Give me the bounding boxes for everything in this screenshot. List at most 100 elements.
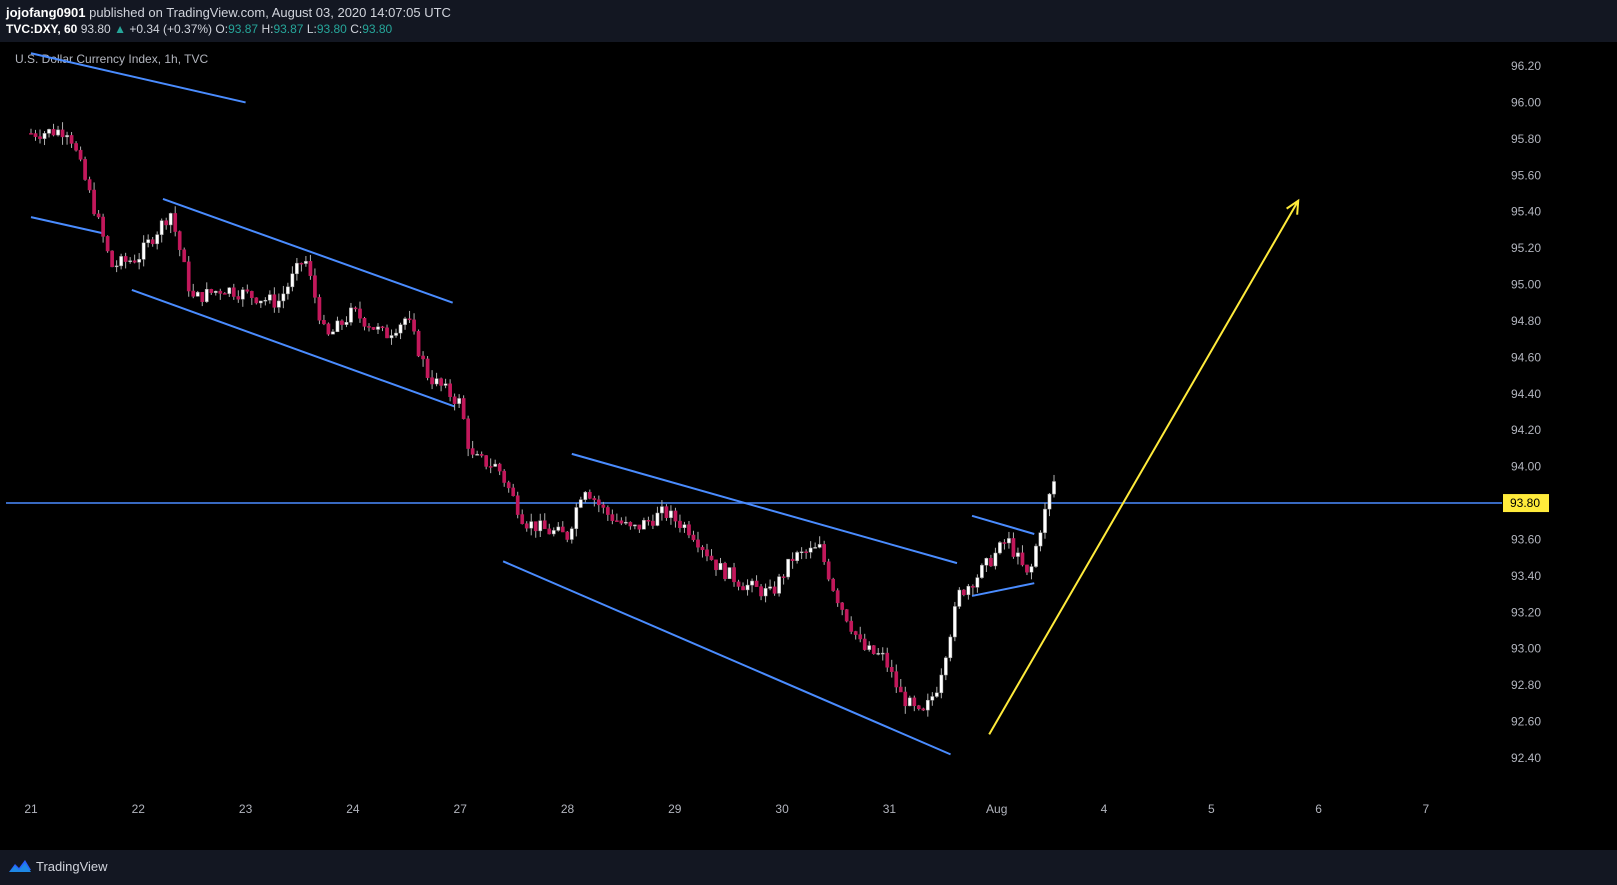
price-change: +0.34 (+0.37%) [129,22,213,36]
candle-body [858,634,863,640]
candle-body [1025,564,1029,573]
candle [759,583,763,601]
candle-body [520,514,525,524]
time-axis[interactable]: 21 22 23 24 27 28 29 30 31 Aug 4 5 6 7 [24,802,1429,816]
symbol-info: TVC:DXY, 60 93.80 ▲ +0.34 (+0.37%) O:93.… [6,22,392,36]
candle [736,579,741,591]
arrow-shaft [988,200,1300,735]
candle-body [709,555,714,561]
candle-body [610,514,615,521]
candle [502,469,507,487]
candle [254,297,259,305]
last-price: 93.80 [80,22,111,36]
candle [367,323,371,332]
candle [394,328,398,338]
candle [880,647,885,661]
candle-body [123,256,128,262]
last-price-tag [1503,494,1549,513]
candle-body [479,454,484,456]
candle-body [51,129,56,136]
candle [930,692,935,706]
candle-body [349,307,353,323]
candle [452,393,457,411]
candle [551,527,556,537]
candle-body [344,322,349,325]
candle [515,491,520,519]
candle-body [182,249,187,263]
candle [412,313,416,335]
candle [281,285,286,309]
candle [164,217,169,230]
candle-body [989,558,993,567]
candles [29,122,1056,717]
candle-body [583,491,588,500]
candle [1007,531,1011,549]
x-tick-label: 5 [1208,802,1215,816]
candle-body [808,547,813,553]
candle [470,440,475,459]
candle-body [777,576,781,594]
candle-body [669,510,673,518]
candle-body [358,308,362,319]
candle-body [813,547,817,549]
candle [768,579,772,591]
candle [633,524,637,530]
candle [583,491,588,503]
candle-body [186,261,191,292]
price-axis[interactable]: 92.40 92.60 92.80 93.00 93.20 93.40 93.60 93.80… [1503,59,1549,765]
candle-body [267,294,272,301]
candle [389,329,394,345]
y-tick-label: 95.60 [1511,168,1541,182]
candle-body [921,708,926,711]
candle-body [664,506,669,518]
candle [119,253,123,270]
price-chart[interactable]: U.S. Dollar Currency Index, 1h, TVC 92.4… [0,42,1617,850]
candle [286,282,290,300]
candle-body [245,289,250,292]
candle [587,489,592,500]
candle-body [587,491,592,499]
candle [240,286,245,307]
x-tick-label: 22 [132,802,146,816]
candle [619,517,624,526]
candle-body [132,260,137,263]
candle [691,530,696,542]
candle [664,504,669,521]
candle [971,584,975,596]
author-name[interactable]: jojofang0901 [6,5,86,20]
candle-body [817,544,822,548]
y-tick-label: 94.20 [1511,423,1541,437]
y-tick-label: 94.40 [1511,387,1541,401]
candle [155,231,160,250]
brand[interactable]: TradingView [8,858,108,874]
candle-body [898,686,903,693]
candle [741,582,745,591]
candle [660,500,664,521]
candle [953,601,957,642]
candle-body [578,499,583,508]
candle [989,554,993,567]
candle-body [137,259,142,263]
y-tick-label: 92.40 [1511,751,1541,765]
chart-area[interactable]: U.S. Dollar Currency Index, 1h, TVC 92.4… [0,42,1617,850]
candle-body [605,507,610,515]
candle-body [96,213,101,218]
candle-body [569,528,574,540]
candle [484,455,489,470]
candle-body [804,551,808,553]
candle-body [466,418,470,449]
candle [439,377,443,392]
candle [83,156,87,181]
candle-body [240,289,245,300]
trend-line-5 [502,560,951,756]
candle-body [831,578,836,591]
candle-body [624,521,628,524]
candle [511,483,516,497]
candle [592,495,597,507]
candle-body [637,524,642,530]
candle [33,129,38,141]
publish-info: jojofang0901 published on TradingView.co… [6,5,451,20]
candle-body [984,558,989,566]
candle-body [331,331,335,335]
projection-arrow [988,198,1300,735]
